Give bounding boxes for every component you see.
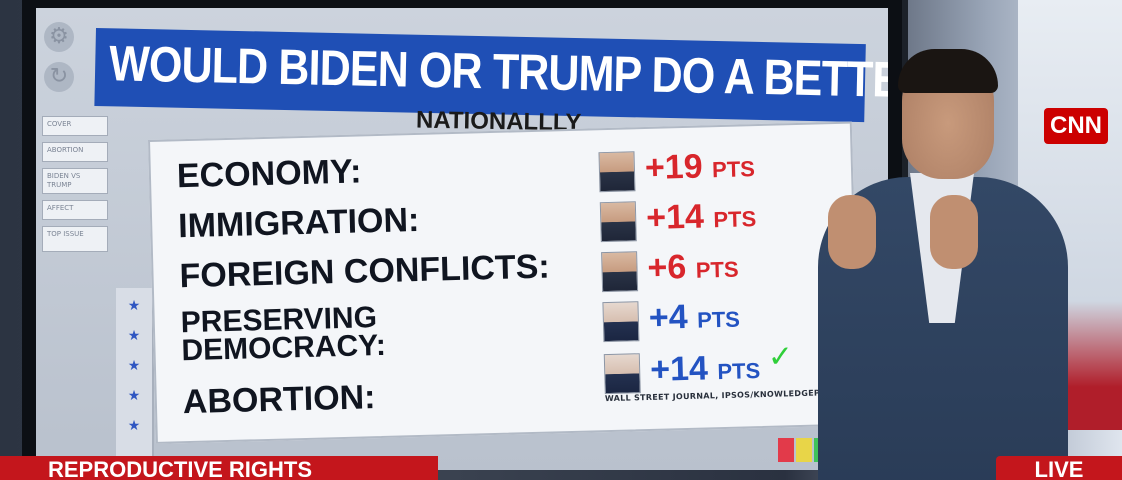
presenter: [790, 49, 1070, 480]
lower-third-banner: REPRODUCTIVE RIGHTS: [0, 456, 438, 480]
swatch[interactable]: [778, 438, 794, 462]
screen-side-menu: COVER ABORTION BIDEN VS TRUMP AFFECT TOP…: [42, 116, 108, 258]
headline-text: WOULD BIDEN OR TRUMP DO A BETTER JOB...: [108, 35, 888, 111]
refresh-icon[interactable]: ↻: [44, 62, 74, 92]
menu-item-affect[interactable]: AFFECT: [42, 200, 108, 220]
issue-value: +14 PTS: [645, 197, 757, 237]
monitor-screen: ⚙ ↻ COVER ABORTION BIDEN VS TRUMP AFFECT…: [36, 8, 888, 470]
live-badge: LIVE: [996, 456, 1122, 480]
issue-label: FOREIGN CONFLICTS:: [179, 247, 551, 296]
swatch[interactable]: [796, 438, 812, 462]
trump-photo: [598, 151, 636, 193]
presenter-hair: [898, 49, 998, 93]
issue-label: IMMIGRATION:: [177, 200, 420, 246]
star-icon: ★: [127, 358, 141, 374]
menu-item-biden-vs-trump[interactable]: BIDEN VS TRUMP: [42, 168, 108, 194]
biden-photo: [603, 353, 641, 395]
trump-photo: [599, 201, 637, 243]
gear-icon[interactable]: ⚙: [44, 22, 74, 52]
issues-panel: ECONOMY: +19 PTS IMMIGRATION: +14 PTS FO…: [148, 121, 860, 444]
issue-value: +19 PTS: [644, 147, 756, 187]
star-icon: ★: [127, 298, 141, 314]
menu-item-abortion[interactable]: ABORTION: [42, 142, 108, 162]
trump-photo: [601, 251, 639, 293]
issue-value: +4 PTS: [648, 297, 741, 337]
star-icon: ★: [127, 388, 141, 404]
star-icon: ★: [127, 328, 141, 344]
issue-value: +6 PTS: [647, 247, 739, 287]
presenter-left-hand: [828, 195, 876, 269]
network-logo: CNN: [1044, 108, 1108, 144]
touchscreen-monitor: ⚙ ↻ COVER ABORTION BIDEN VS TRUMP AFFECT…: [22, 0, 908, 470]
menu-item-top-issue[interactable]: TOP ISSUE: [42, 226, 108, 252]
star-strip: ★ ★ ★ ★ ★: [116, 288, 154, 470]
issue-label: ECONOMY:: [176, 152, 362, 196]
star-icon: ★: [127, 418, 141, 434]
biden-photo: [602, 301, 640, 343]
menu-item-cover[interactable]: COVER: [42, 116, 108, 136]
issue-label: ABORTION:: [182, 378, 376, 422]
issue-value: +14 PTS: [649, 349, 761, 389]
presenter-right-hand: [930, 195, 978, 269]
screen-tools: ⚙ ↻: [44, 22, 80, 102]
